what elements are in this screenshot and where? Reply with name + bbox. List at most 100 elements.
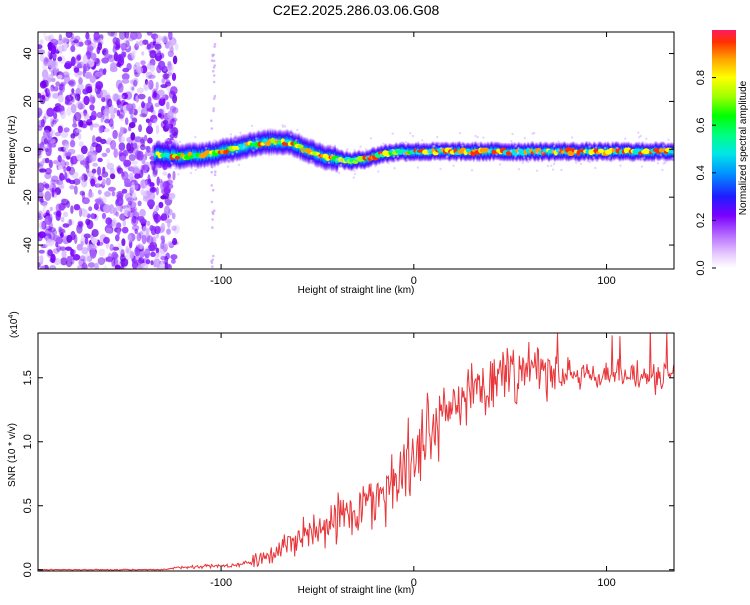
noise-blob [68,79,76,87]
noise-blob [86,119,93,126]
noise-blob [44,228,52,234]
ridge-speckle [619,164,622,167]
noise-blob [63,62,72,70]
ridge-speckle [643,156,646,160]
ridge-core [465,148,471,153]
noise-blob [62,211,69,218]
noise-blob [102,166,106,174]
ridge-speckle [452,164,455,167]
snr-frame [37,332,675,572]
noise-blob [140,138,145,144]
noise-blob [97,189,102,195]
noise-blob [126,103,134,112]
noise-blob [58,34,63,41]
noise-blob [38,210,44,218]
ridge-speckle [523,136,526,140]
noise-blob [101,57,109,64]
ridge-core [635,148,642,152]
noise-blob [52,66,57,76]
noise-blob [49,117,54,122]
noise-blob [84,71,93,79]
ridge-speckle [570,136,574,139]
ridge-speckle [359,145,362,148]
ridge-speckle [227,158,230,161]
ridge-speckle [656,162,660,165]
noise-blob [136,232,142,242]
snr-multiplier: (x104) [8,311,20,338]
noise-blob [131,192,137,199]
ridge-speckle [255,137,258,140]
ridge-speckle [337,171,341,175]
ridge-speckle [411,134,415,138]
noise-blob [171,72,177,81]
noise-blob [104,191,111,197]
noise-blob [65,246,72,251]
noise-blob [57,74,63,80]
ridge-halo [191,141,194,168]
noise-blob [85,88,93,94]
noise-blob [141,51,145,56]
noise-blob [160,260,164,269]
ridge-speckle [541,151,544,154]
noise-blob [41,69,49,79]
colorbar: 0.0 0.2 0.4 0.6 0.8 Normalized spectral ampl… [695,30,749,276]
noise-blob [148,74,156,79]
colorbar-tick-label: 0.4 [695,165,707,180]
ridge-speckle [526,157,530,160]
noise-blob [92,162,98,167]
noise-blob [52,160,59,165]
noise-blob [110,140,117,150]
noise-blob [63,74,71,84]
noise-blob [42,57,50,67]
noise-blob [61,159,65,165]
noise-blob [126,63,132,71]
noise-blob [38,125,43,131]
noise-blob [53,112,58,120]
noise-blob [108,118,114,127]
ridge-speckle [369,137,373,140]
ridge-speckle [437,143,441,146]
ridge-speckle [535,169,539,172]
noise-blob [157,113,162,118]
noise-blob [39,53,45,62]
noise-dot [213,45,216,48]
noise-blob [121,171,125,177]
noise-blob [45,225,53,231]
ridge-speckle [406,158,409,161]
snr-plot-area [38,333,674,571]
ridge-speckle [252,149,255,152]
noise-blob [116,62,121,68]
noise-blob [102,70,106,75]
noise-blob [52,119,57,125]
noise-blob [41,94,45,100]
noise-blob [56,210,62,218]
noise-blob [149,114,158,124]
colorbar-gradient [712,30,736,268]
ridge-halo [179,144,182,171]
ridge-speckle [616,146,619,150]
noise-blob [139,231,144,239]
noise-blob [105,217,112,226]
noise-blob [104,118,111,124]
ridge-core [157,152,163,159]
noise-blob [60,81,66,87]
ridge-speckle [255,147,258,150]
noise-blob [114,264,121,269]
noise-blob [61,249,67,259]
noise-dot [212,80,216,84]
spectrogram-x-label: Height of straight line (km) [298,285,415,296]
ridge-speckle [579,162,583,166]
ridge-speckle [284,125,287,128]
noise-blob [166,101,170,110]
noise-blob [132,206,138,213]
noise-blob [83,63,87,74]
y-tick-label: 1.0 [22,434,34,449]
ridge-speckle [227,146,231,149]
ridge-speckle [553,162,556,166]
ridge-speckle [387,162,390,165]
noise-blob [83,95,90,106]
noise-blob [110,112,116,120]
noise-blob [87,191,94,199]
ridge-speckle [461,144,464,147]
noise-blob [152,169,158,177]
